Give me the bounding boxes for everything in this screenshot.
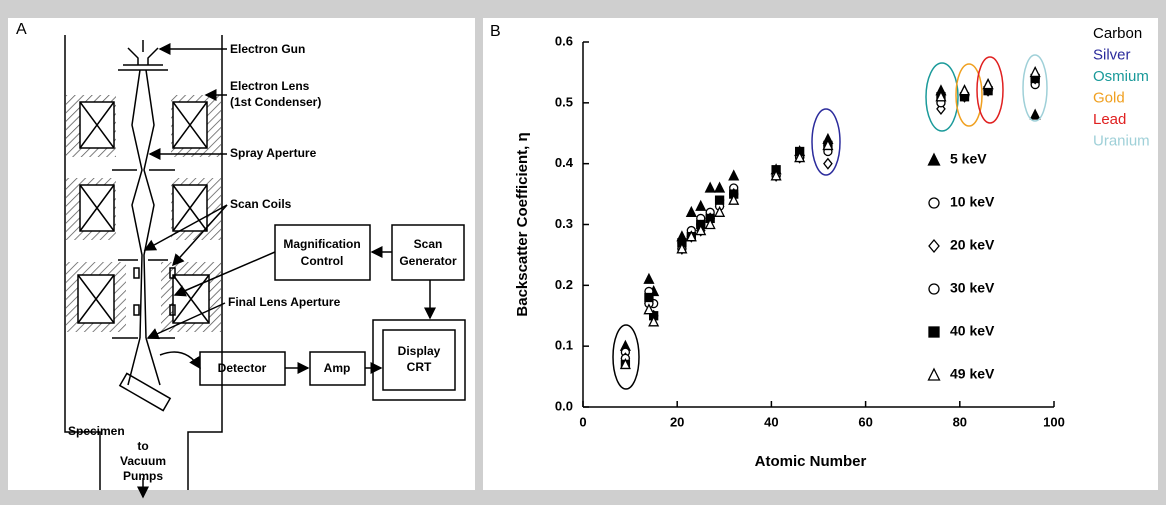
diagram-label: Electron Lens <box>230 79 310 93</box>
legend-label: 30 keV <box>950 280 995 296</box>
data-point <box>704 218 716 230</box>
element-label: Uranium <box>1093 132 1150 149</box>
data-point <box>714 205 726 217</box>
diagram-label: Control <box>301 254 344 268</box>
element-label: Gold <box>1093 89 1125 106</box>
x-tick-label: 100 <box>1043 414 1065 429</box>
data-point <box>822 138 834 151</box>
data-point <box>714 195 725 205</box>
data-point <box>648 315 660 327</box>
data-point <box>728 169 740 181</box>
data-point <box>644 292 654 303</box>
data-point <box>935 90 947 102</box>
data-point <box>643 303 655 315</box>
y-tick-label: 0.5 <box>555 94 573 109</box>
data-point <box>685 230 697 242</box>
diagram-label: Scan <box>414 237 443 251</box>
diagram-label: to <box>137 439 148 453</box>
y-tick-label: 0.6 <box>555 33 573 48</box>
x-tick-label: 60 <box>858 414 872 429</box>
data-point <box>704 181 716 193</box>
legend-label: 20 keV <box>950 237 995 253</box>
element-label: Osmium <box>1093 68 1149 85</box>
panel-frame <box>483 18 1158 490</box>
diagram-label: Spray Aperture <box>230 146 317 160</box>
legend-marker <box>927 152 941 166</box>
x-tick-label: 0 <box>579 414 586 429</box>
panel-label: A <box>16 21 27 38</box>
element-label: Lead <box>1093 111 1126 128</box>
data-point <box>1029 108 1041 120</box>
data-point <box>823 157 833 170</box>
data-point <box>794 151 806 163</box>
diagram-label: Detector <box>218 361 267 375</box>
panel-a: A <box>8 18 475 499</box>
element-label: Carbon <box>1093 25 1142 42</box>
group-ellipse <box>811 108 841 176</box>
group-ellipse <box>925 62 959 132</box>
legend-label: 40 keV <box>950 323 995 339</box>
column <box>64 35 466 499</box>
data-point <box>770 169 782 181</box>
data-point <box>619 357 631 370</box>
group-ellipse <box>976 56 1004 124</box>
data-point <box>1029 65 1041 78</box>
data-point <box>643 272 655 284</box>
data-point <box>728 193 740 205</box>
data-point <box>958 84 971 96</box>
diagram-label: Amp <box>324 361 351 375</box>
legend-marker <box>927 367 941 381</box>
diagram-label: Final Lens Aperture <box>228 295 341 309</box>
panel-label: B <box>490 23 501 40</box>
diagram-label: Electron Gun <box>230 42 305 56</box>
data-point <box>982 78 994 90</box>
legend-label: 10 keV <box>950 194 995 210</box>
diagram-label: Scan Coils <box>230 197 292 211</box>
element-label: Silver <box>1093 46 1131 63</box>
y-tick-label: 0.1 <box>555 338 573 353</box>
diagram-label: Vacuum <box>120 454 166 468</box>
y-tick-label: 0.4 <box>555 155 574 170</box>
legend-label: 49 keV <box>950 366 995 382</box>
x-axis-title: Atomic Number <box>755 453 867 470</box>
group-ellipse <box>955 63 983 127</box>
y-tick-label: 0.3 <box>555 216 573 231</box>
data-point <box>676 242 688 254</box>
y-tick-label: 0.0 <box>555 398 573 413</box>
legend-label: 5 keV <box>950 151 987 167</box>
diagram-label: (1st Condenser) <box>230 95 321 109</box>
y-axis-title: Backscatter Coefficient, η <box>514 132 531 316</box>
data-point <box>695 199 707 211</box>
legend-marker <box>928 197 940 209</box>
diagram-label: Display <box>398 344 441 358</box>
x-tick-label: 40 <box>764 414 778 429</box>
group-ellipse <box>612 324 640 390</box>
data-point <box>714 181 726 193</box>
diagram-label: CRT <box>407 360 432 374</box>
x-tick-label: 20 <box>670 414 684 429</box>
legend-marker <box>928 283 940 295</box>
legend-marker <box>928 238 940 254</box>
diagram-label: Generator <box>399 254 457 268</box>
legend-marker <box>928 326 940 338</box>
y-tick-label: 0.2 <box>555 277 573 292</box>
diagram-label: Pumps <box>123 469 163 483</box>
x-tick-label: 80 <box>953 414 967 429</box>
chart: 0.0 0.1 0.2 0.3 0.4 0.5 0.6 0 20 40 60 80 100 Atomic … <box>514 25 1150 470</box>
diagram-label: Specimen <box>68 424 125 438</box>
diagram-label: Magnification <box>283 237 360 251</box>
data-point <box>685 205 697 217</box>
data-point <box>695 224 707 236</box>
group-ellipse <box>1022 54 1048 122</box>
